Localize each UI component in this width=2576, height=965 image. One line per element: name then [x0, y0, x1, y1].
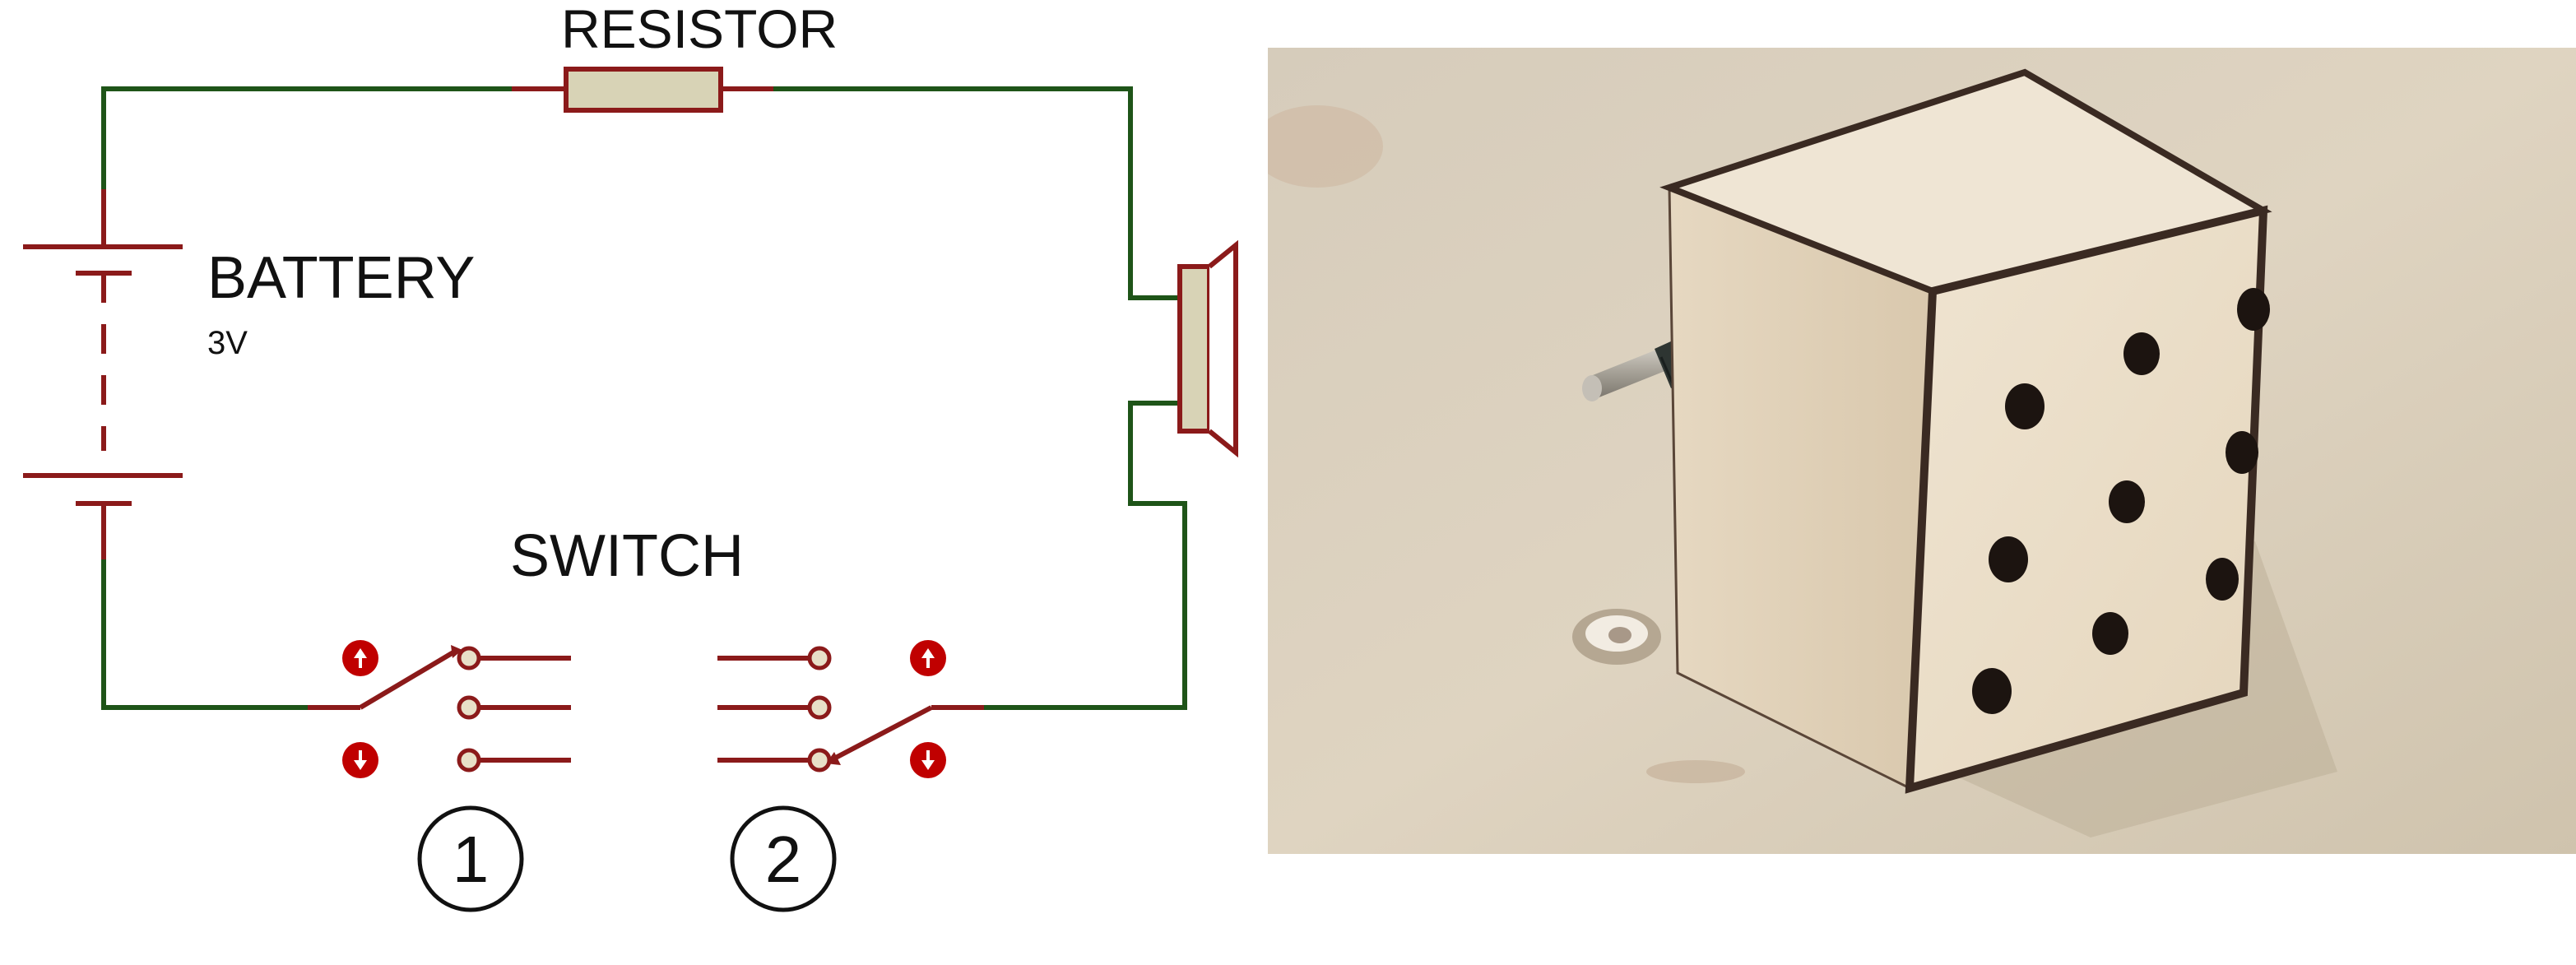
cube-right-face: [1905, 205, 2268, 794]
switch-2-marker: 2: [730, 805, 837, 912]
switch-1: [308, 640, 571, 778]
speaker-icon: [1177, 239, 1238, 458]
svg-text:2: 2: [765, 823, 802, 896]
wires: [101, 86, 1187, 710]
table-hole: [1572, 609, 1661, 665]
down-arrow-icon: [910, 742, 946, 778]
battery-voltage-label: 3V: [207, 325, 248, 361]
speaker-holes: [1972, 288, 2270, 714]
wire-bottom-left: [101, 557, 310, 710]
wire-speaker-return: [982, 401, 1187, 710]
switch-label: SWITCH: [510, 523, 744, 589]
switch-1-marker: 1: [417, 805, 524, 912]
wire-top-left: [101, 86, 514, 192]
down-arrow-icon: [342, 742, 378, 778]
svg-text:1: 1: [453, 823, 490, 896]
switch-2: [717, 640, 984, 778]
battery-icon: [23, 189, 183, 559]
wire-top-right: [771, 86, 1182, 300]
up-arrow-icon: [910, 640, 946, 676]
resistor-label: RESISTOR: [561, 0, 838, 59]
battery-label: BATTERY: [207, 245, 475, 311]
up-arrow-icon: [342, 640, 378, 676]
cube-speaker-photo: [1268, 48, 2576, 854]
circuit-schematic: RESISTOR BATTERY 3V SWITCH: [23, 0, 1238, 912]
resistor-icon: [512, 67, 773, 113]
